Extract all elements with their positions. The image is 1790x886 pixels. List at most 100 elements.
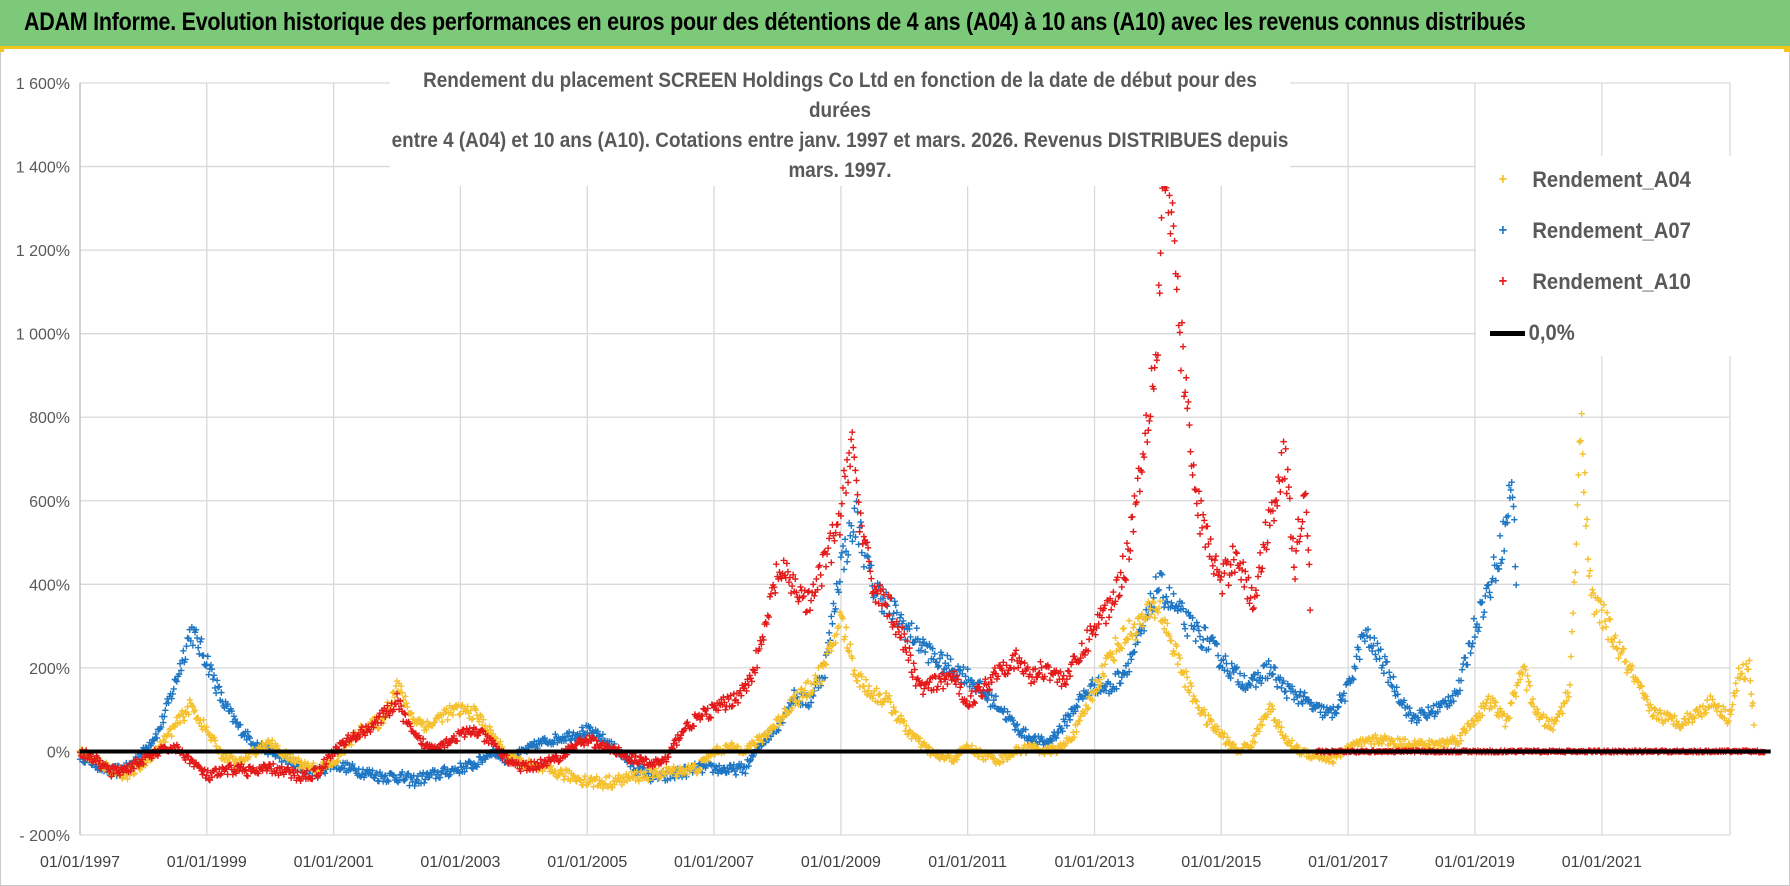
data-point-rendement_a10	[838, 500, 846, 507]
data-point-rendement_a04	[812, 672, 819, 679]
data-point-rendement_a10	[1045, 663, 1053, 671]
data-point-rendement_a10	[994, 673, 1002, 680]
data-point-rendement_a10	[701, 706, 708, 713]
data-point-rendement_a04	[1175, 651, 1182, 659]
data-point-rendement_a10	[1212, 553, 1220, 560]
data-point-rendement_a07	[1174, 607, 1181, 614]
data-point-rendement_a04	[1576, 438, 1583, 446]
data-point-rendement_a10	[1210, 570, 1218, 578]
data-point-rendement_a04	[890, 704, 897, 711]
data-point-rendement_a07	[399, 768, 406, 776]
data-point-rendement_a10	[1018, 658, 1025, 665]
data-point-rendement_a07	[713, 766, 721, 773]
data-point-rendement_a04	[1096, 676, 1103, 683]
data-point-rendement_a10	[443, 736, 450, 743]
data-point-rendement_a10	[314, 773, 321, 780]
data-point-rendement_a07	[944, 652, 951, 659]
data-point-rendement_a04	[1615, 655, 1622, 662]
data-point-rendement_a04	[1451, 735, 1458, 742]
data-point-rendement_a10	[1092, 631, 1099, 638]
data-point-rendement_a10	[663, 758, 670, 765]
data-point-rendement_a04	[1731, 692, 1738, 700]
data-point-rendement_a07	[954, 663, 962, 670]
data-point-rendement_a10	[1181, 389, 1189, 396]
data-point-rendement_a10	[817, 571, 824, 579]
data-point-rendement_a04	[1000, 758, 1007, 765]
data-point-rendement_a10	[375, 713, 383, 720]
data-point-rendement_a10	[1225, 582, 1232, 589]
data-point-rendement_a10	[340, 742, 348, 749]
data-point-rendement_a04	[1337, 753, 1344, 760]
y-tick-label: 0%	[47, 744, 70, 761]
data-point-rendement_a10	[1202, 543, 1209, 551]
data-point-rendement_a04	[1225, 739, 1232, 747]
data-point-rendement_a07	[1471, 633, 1479, 641]
data-point-rendement_a10	[352, 736, 359, 744]
data-point-rendement_a10	[758, 641, 765, 648]
data-point-rendement_a04	[1634, 678, 1641, 685]
data-point-rendement_a04	[963, 741, 970, 749]
data-point-rendement_a07	[1181, 625, 1189, 632]
data-point-rendement_a04	[1372, 731, 1379, 739]
data-point-rendement_a07	[1179, 605, 1187, 612]
data-point-rendement_a10	[96, 757, 104, 764]
data-point-rendement_a07	[1199, 636, 1207, 643]
data-point-rendement_a04	[1073, 728, 1080, 735]
data-point-rendement_a10	[857, 509, 864, 517]
data-point-rendement_a04	[861, 688, 869, 695]
data-point-rendement_a04	[1584, 555, 1592, 563]
report-banner-title: ADAM Informe. Evolution historique des p…	[24, 8, 1526, 36]
data-point-rendement_a04	[269, 737, 276, 744]
data-point-rendement_a04	[847, 641, 854, 648]
data-point-rendement_a04	[586, 778, 593, 786]
data-point-rendement_a07	[1383, 658, 1391, 665]
data-point-rendement_a07	[1072, 708, 1079, 715]
data-point-rendement_a04	[1602, 623, 1610, 631]
data-point-rendement_a07	[1329, 714, 1336, 721]
data-point-rendement_a10	[1170, 222, 1177, 230]
data-point-rendement_a10	[898, 624, 906, 631]
data-point-rendement_a10	[1255, 564, 1263, 571]
data-point-rendement_a04	[1268, 702, 1276, 710]
data-point-rendement_a10	[1106, 595, 1114, 602]
data-point-rendement_a10	[1249, 606, 1256, 613]
data-point-rendement_a04	[876, 690, 883, 698]
data-point-rendement_a10	[938, 670, 946, 678]
data-point-rendement_a04	[615, 772, 622, 779]
data-point-rendement_a07	[1334, 704, 1341, 711]
data-point-rendement_a07	[934, 663, 942, 671]
data-point-rendement_a07	[1140, 627, 1148, 634]
data-point-rendement_a07	[1352, 665, 1359, 672]
data-point-rendement_a04	[1076, 717, 1083, 724]
data-point-rendement_a04	[832, 639, 839, 647]
data-point-rendement_a07	[421, 779, 428, 786]
data-point-rendement_a07	[1311, 705, 1319, 712]
data-point-rendement_a10	[744, 676, 751, 683]
data-point-rendement_a10	[730, 690, 738, 698]
data-point-rendement_a04	[854, 677, 861, 685]
data-point-rendement_a10	[1290, 564, 1298, 571]
data-point-rendement_a04	[803, 694, 811, 701]
data-point-rendement_a10	[1247, 594, 1254, 602]
data-point-rendement_a04	[295, 755, 302, 762]
data-point-rendement_a07	[835, 589, 842, 596]
data-point-rendement_a10	[1275, 473, 1282, 481]
data-point-rendement_a04	[1650, 712, 1657, 719]
data-point-rendement_a04	[1616, 639, 1623, 646]
data-point-rendement_a04	[1522, 666, 1529, 673]
data-point-rendement_a10	[1258, 568, 1265, 576]
data-point-rendement_a04	[581, 772, 589, 780]
data-point-rendement_a10	[722, 706, 729, 714]
data-point-rendement_a10	[1228, 570, 1235, 577]
legend-marker-a07: +	[1498, 222, 1508, 239]
report-banner: ADAM Informe. Evolution historique des p…	[0, 0, 1790, 49]
data-point-rendement_a10	[917, 682, 925, 689]
data-point-rendement_a10	[309, 775, 316, 783]
data-point-rendement_a04	[1230, 740, 1237, 748]
data-point-rendement_a10	[738, 692, 745, 699]
data-point-rendement_a07	[716, 762, 723, 769]
data-point-rendement_a04	[1255, 728, 1263, 735]
data-point-rendement_a04	[1635, 678, 1642, 686]
data-point-rendement_a10	[677, 732, 685, 739]
data-point-rendement_a10	[301, 770, 309, 778]
